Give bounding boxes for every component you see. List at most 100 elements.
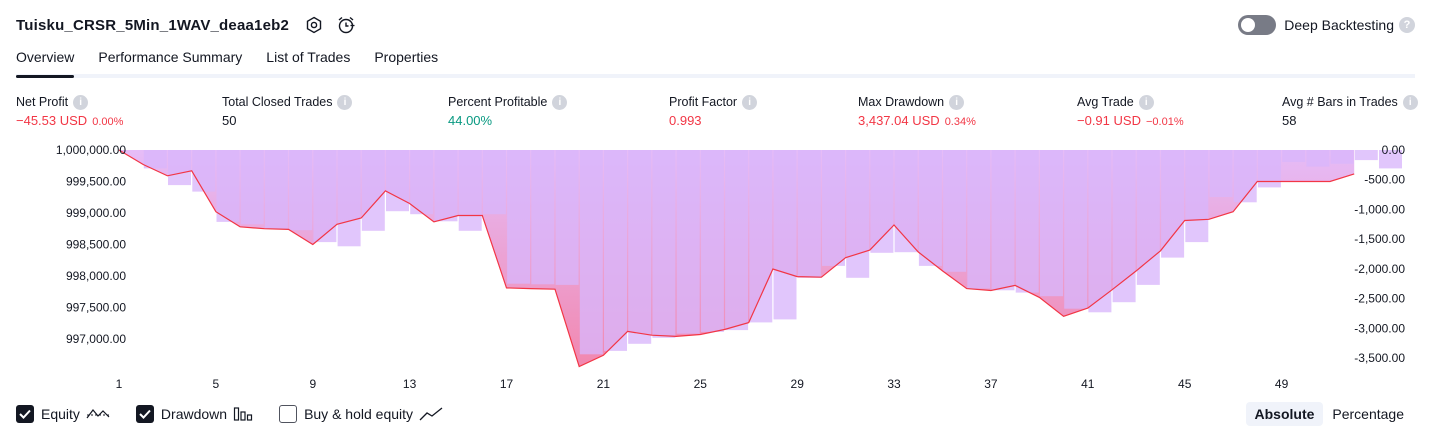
stat-label: Net Profit <box>16 95 69 109</box>
trend-line-icon <box>419 406 443 422</box>
tab-bar: Overview Performance Summary List of Tra… <box>16 44 1415 78</box>
drawdown-bar <box>313 150 337 243</box>
drawdown-bar <box>458 150 482 231</box>
drawdown-bar <box>216 150 240 222</box>
tab-properties[interactable]: Properties <box>374 49 439 65</box>
y-axis-left-tick-label: 997,500.00 <box>66 301 126 315</box>
drawdown-bar <box>1379 150 1402 169</box>
x-axis-tick-label: 37 <box>984 377 998 391</box>
x-axis-tick-label: 5 <box>213 377 220 391</box>
stat-unit: USD <box>59 113 88 128</box>
info-icon[interactable]: i <box>742 94 758 110</box>
bars-icon <box>233 406 253 422</box>
drawdown-bar <box>967 150 991 289</box>
drawdown-bar <box>797 150 821 278</box>
legend-buy-hold-label: Buy & hold equity <box>304 406 414 422</box>
info-icon[interactable]: i <box>1138 94 1154 110</box>
y-axis-left-tick-label: 999,500.00 <box>66 175 126 189</box>
drawdown-bar <box>1088 150 1112 313</box>
tab-list-of-trades[interactable]: List of Trades <box>266 49 351 65</box>
legend-drawdown[interactable]: Drawdown <box>135 405 253 423</box>
x-axis-tick-label: 17 <box>500 377 514 391</box>
x-axis-tick-label: 41 <box>1081 377 1095 391</box>
drawdown-bar <box>604 150 627 351</box>
stat-net-profit: Net Profit i −45.53 USD 0.00% <box>16 94 123 128</box>
y-axis-left-tick-label: 999,000.00 <box>66 206 126 220</box>
y-axis-right-tick-label: -2,500.00 <box>1354 292 1405 306</box>
tab-performance-summary[interactable]: Performance Summary <box>98 49 243 65</box>
stat-unit: USD <box>912 113 940 128</box>
info-icon[interactable]: i <box>552 94 568 110</box>
y-axis-left-tick-label: 1,000,000.00 <box>56 143 126 157</box>
x-axis-tick-label: 49 <box>1275 377 1289 391</box>
drawdown-bar <box>749 150 773 323</box>
drawdown-bar <box>943 150 967 272</box>
drawdown-bar <box>410 150 434 215</box>
drawdown-bar <box>652 150 676 338</box>
mode-percentage-button[interactable]: Percentage <box>1332 406 1404 422</box>
drawdown-bar <box>1112 150 1136 303</box>
drawdown-bar <box>846 150 870 278</box>
info-icon[interactable]: i <box>337 94 353 110</box>
drawdown-bar <box>1330 150 1354 164</box>
stat-unit: USD <box>1113 113 1141 128</box>
stat-avg-trade: Avg Trade i −0.91 USD −0.01% <box>1077 94 1184 128</box>
drawdown-bar <box>1306 150 1330 167</box>
stat-value: −45.53 <box>16 113 57 128</box>
drawdown-checkbox[interactable] <box>135 405 154 423</box>
drawdown-bar <box>1015 150 1039 293</box>
info-icon[interactable]: i <box>949 94 965 110</box>
deep-backtesting-toggle[interactable] <box>1238 15 1277 35</box>
drawdown-bar <box>1185 150 1209 243</box>
y-axis-right-tick-label: -1,500.00 <box>1354 232 1405 246</box>
y-axis-left-tick-label: 997,000.00 <box>66 332 126 346</box>
drawdown-bar <box>240 150 264 225</box>
stat-value: 50 <box>222 113 237 128</box>
stat-percent: −0.01% <box>1145 116 1184 128</box>
equity-line <box>118 149 1355 368</box>
mode-absolute-button[interactable]: Absolute <box>1245 402 1324 426</box>
x-axis-tick-label: 45 <box>1178 377 1192 391</box>
help-icon[interactable]: ? <box>1399 17 1415 33</box>
drawdown-bar <box>555 150 579 285</box>
drawdown-bar <box>1161 150 1185 258</box>
info-icon[interactable]: i <box>1402 94 1418 110</box>
strategy-title: Tuisku_CRSR_5Min_1WAV_deaa1eb2 <box>16 16 290 34</box>
stat-value: 0.993 <box>669 113 702 128</box>
drawdown-bar <box>700 150 724 332</box>
y-axis-right-tick-label: -2,000.00 <box>1354 262 1405 276</box>
drawdown-bar <box>386 150 409 212</box>
y-axis-left-tick-label: 998,000.00 <box>66 269 126 283</box>
buy-hold-checkbox[interactable] <box>279 405 298 423</box>
drawdown-bar <box>143 150 167 169</box>
stat-profit-factor: Profit Factor i 0.993 <box>669 94 758 128</box>
info-icon[interactable]: i <box>73 94 89 110</box>
drawdown-bar <box>870 150 894 253</box>
y-axis-right-tick-label: -1,000.00 <box>1354 202 1405 216</box>
settings-icon[interactable] <box>303 14 325 36</box>
drawdown-bar <box>482 150 506 215</box>
drawdown-bar <box>289 150 313 231</box>
y-axis-right-tick-label: -500.00 <box>1364 173 1405 187</box>
tab-overview[interactable]: Overview <box>16 44 75 78</box>
alarm-clock-icon[interactable] <box>335 14 357 36</box>
legend-buy-hold[interactable]: Buy & hold equity <box>279 405 443 423</box>
drawdown-bar <box>1257 150 1281 188</box>
y-axis-right-tick-label: -3,500.00 <box>1354 351 1405 365</box>
drawdown-bar <box>192 150 216 192</box>
stat-avg-bars-in-trades: Avg # Bars in Trades i 58 <box>1282 94 1418 128</box>
stat-label: Max Drawdown <box>858 95 945 109</box>
equity-drawdown-chart[interactable]: 1,000,000.00 999,500.00 999,000.00 998,500.… <box>0 140 1431 398</box>
equity-checkbox[interactable] <box>16 405 34 423</box>
drawdown-bar <box>1040 150 1063 297</box>
legend-equity[interactable]: Equity <box>16 405 110 423</box>
drawdown-bar <box>434 150 458 222</box>
toggle-knob <box>1241 18 1256 32</box>
drawdown-bar <box>676 150 700 334</box>
drawdown-bar <box>822 150 845 266</box>
stat-value: 3,437.04 <box>858 113 909 128</box>
stat-value: 44.00% <box>448 113 493 128</box>
x-axis-tick-label: 25 <box>694 377 708 391</box>
x-axis-tick-label: 33 <box>887 377 901 391</box>
drawdown-bar <box>361 150 385 231</box>
